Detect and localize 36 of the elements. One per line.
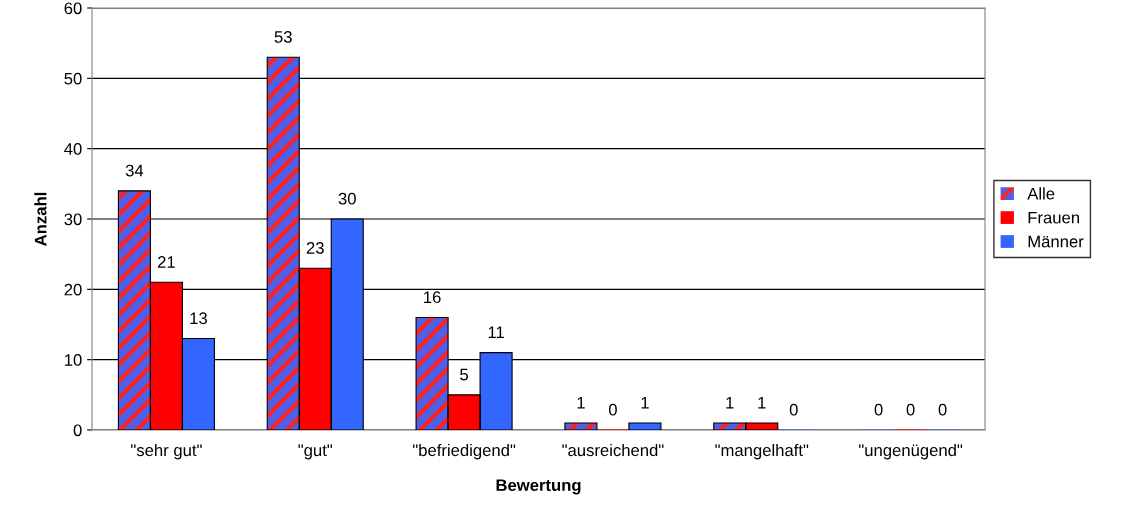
data-label: 0 [789, 403, 798, 416]
data-label: 30 [338, 192, 356, 205]
y-tick-label: 40 [64, 143, 82, 155]
data-label: 0 [938, 403, 947, 416]
data-label: 53 [274, 31, 292, 43]
data-label: 21 [157, 256, 175, 268]
y-tick-label: 50 [64, 72, 82, 85]
x-tick-label: "gut" [298, 444, 333, 460]
data-label: 11 [488, 326, 504, 339]
data-label: 0 [874, 403, 883, 416]
y-tick-label: 30 [64, 213, 82, 226]
x-tick-label: "mangelhaft" [715, 443, 809, 460]
legend-label: Männer [1028, 235, 1084, 248]
data-label: 34 [125, 164, 144, 177]
data-label: 1 [641, 396, 649, 409]
y-tick-label: 10 [65, 354, 82, 366]
x-tick-label: "ausreichend" [562, 443, 664, 457]
data-label: 1 [577, 396, 585, 409]
data-label: 5 [460, 368, 469, 381]
data-label: 16 [424, 291, 441, 304]
x-tick-label: "sehr gut" [131, 443, 202, 460]
y-tick-label: 60 [64, 2, 82, 15]
x-axis-title: Bewertung [496, 479, 581, 495]
data-label: 23 [306, 242, 324, 254]
data-label: 0 [906, 403, 915, 416]
legend-label: Frauen [1028, 211, 1079, 224]
y-tick-label: 0 [73, 424, 82, 437]
data-label: 1 [758, 396, 766, 409]
x-tick-label: "befriedigend" [413, 443, 516, 460]
data-label: 0 [608, 403, 617, 416]
x-tick-label: "ungenügend" [859, 443, 963, 460]
data-label: 1 [726, 396, 734, 409]
data-label: 13 [190, 312, 207, 325]
y-tick-label: 20 [64, 283, 82, 296]
legend-label: Alle [1027, 187, 1055, 200]
y-axis-title: Anzahl [34, 192, 47, 246]
